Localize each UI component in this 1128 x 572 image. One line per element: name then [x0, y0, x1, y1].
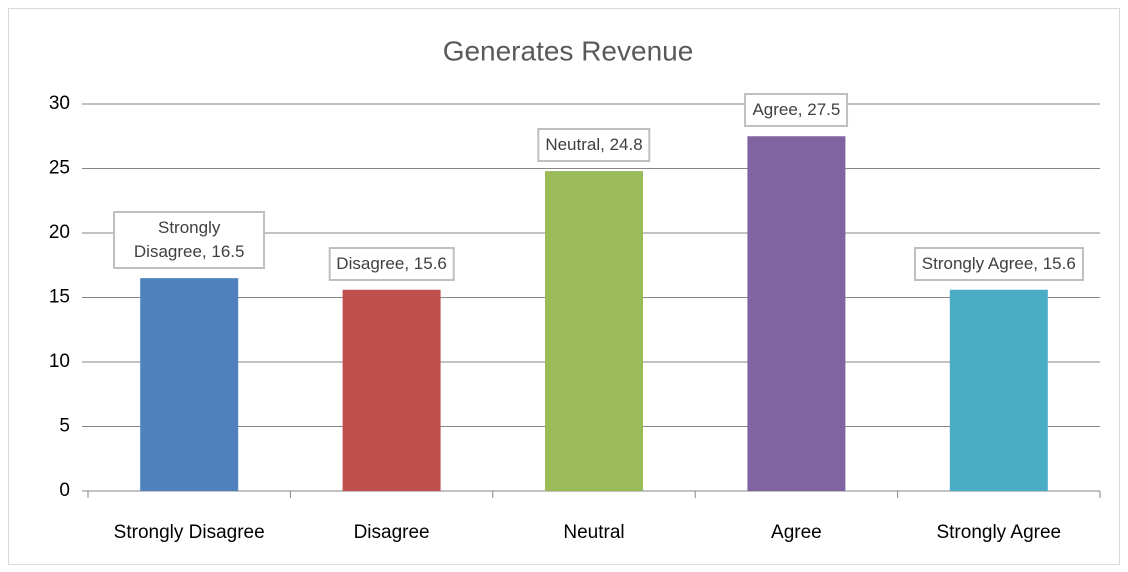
bar [949, 289, 1048, 491]
chart-title: Generates Revenue [443, 35, 694, 66]
x-tick-label: Neutral [563, 522, 624, 543]
y-tick-label: 10 [49, 351, 70, 372]
data-label: Neutral, 24.8 [537, 128, 651, 163]
bar [140, 278, 239, 491]
x-tick-label: Disagree [354, 522, 430, 543]
x-tick-label: Agree [771, 522, 822, 543]
bar [342, 289, 441, 491]
data-label: Disagree, 15.6 [328, 246, 455, 281]
y-tick-label: 15 [49, 287, 70, 308]
y-tick-label: 20 [49, 222, 70, 243]
x-tick-label: Strongly Agree [936, 522, 1061, 543]
x-tick-label: Strongly Disagree [114, 522, 265, 543]
y-tick-label: 0 [59, 480, 70, 501]
data-label: Strongly Disagree, 16.5 [113, 211, 266, 270]
y-tick-label: 30 [49, 93, 70, 114]
bar [747, 136, 846, 491]
y-tick-label: 25 [49, 158, 70, 179]
data-label: Strongly Agree, 15.6 [913, 246, 1084, 281]
y-tick-label: 5 [59, 416, 70, 437]
bar [545, 171, 643, 491]
data-label: Agree, 27.5 [744, 93, 849, 128]
